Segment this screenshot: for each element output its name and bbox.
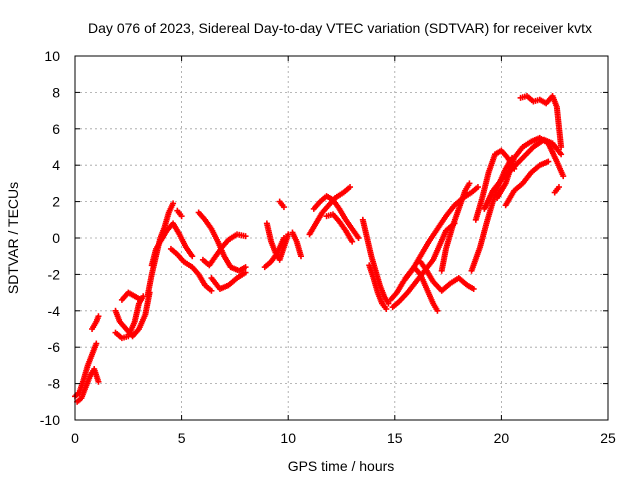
y-tick-label: 2 — [52, 194, 60, 210]
series-track-15 — [261, 235, 287, 271]
series-track-8 — [148, 220, 196, 269]
data-point — [170, 200, 177, 207]
data-point — [242, 233, 249, 240]
data-point — [285, 231, 292, 238]
data-point — [560, 173, 567, 180]
series-track-20 — [323, 211, 356, 245]
series-track-14 — [263, 220, 292, 263]
x-tick-label: 5 — [178, 430, 186, 446]
y-tick-label: 10 — [44, 48, 60, 64]
grid — [75, 56, 608, 420]
data-point — [347, 184, 354, 191]
series-track-9 — [167, 245, 215, 294]
series-track-24 — [389, 220, 458, 311]
y-tick-label: 8 — [52, 84, 60, 100]
data-point — [95, 313, 102, 320]
y-tick-label: 6 — [52, 121, 60, 137]
data-point — [470, 285, 477, 292]
y-tick-label: -4 — [48, 303, 61, 319]
data-point — [545, 158, 552, 165]
y-tick-label: -2 — [48, 266, 61, 282]
y-tick-label: 0 — [52, 230, 60, 246]
data-point — [349, 238, 356, 245]
series-track-26 — [417, 258, 477, 294]
series-track-2 — [74, 366, 102, 405]
data-point — [474, 184, 481, 191]
series-track-17 — [289, 229, 304, 260]
data-points — [72, 93, 567, 405]
series-track-10 — [174, 207, 185, 220]
y-tick-label: -6 — [48, 339, 61, 355]
series-track-31 — [494, 134, 567, 201]
x-tick-label: 0 — [71, 430, 79, 446]
series-track-25 — [402, 264, 441, 314]
series-track-11 — [195, 209, 249, 274]
data-point — [242, 264, 249, 271]
chart-title: Day 076 of 2023, Sidereal Day-to-day VTE… — [88, 20, 592, 36]
data-point — [434, 307, 441, 314]
data-point — [297, 253, 304, 260]
x-tick-label: 10 — [280, 430, 296, 446]
x-tick-label: 15 — [387, 430, 403, 446]
series-track-33 — [517, 93, 565, 150]
axis-ticks: 0 5 10 15 20 25 -10 -8 -6 -4 -2 0 2 4 6 8 10 — [40, 48, 616, 446]
x-axis-title: GPS time / hours — [288, 458, 395, 474]
data-point — [355, 235, 362, 241]
series-track-22 — [366, 262, 390, 312]
data-point — [466, 180, 473, 187]
data-point — [95, 378, 102, 385]
series-track-32 — [502, 158, 552, 209]
series-track-27 — [438, 180, 473, 274]
data-point — [385, 300, 392, 307]
series-track-3 — [89, 313, 102, 332]
series-track-28 — [468, 154, 516, 274]
data-point — [138, 296, 145, 303]
series-track-16 — [276, 198, 287, 211]
x-tick-label: 25 — [600, 430, 616, 446]
data-point — [242, 269, 249, 276]
data-point — [555, 184, 562, 191]
y-axis-title: SDTVAR / TECUs — [5, 182, 21, 294]
data-point — [280, 235, 287, 241]
y-tick-label: -10 — [40, 412, 60, 428]
data-point — [280, 204, 287, 211]
data-point — [558, 151, 565, 158]
series-track-6 — [118, 289, 145, 303]
series-track-34 — [551, 184, 562, 196]
series-track-13 — [208, 269, 249, 292]
series-track-12 — [199, 231, 249, 269]
data-point — [178, 213, 185, 220]
data-point — [558, 144, 565, 150]
data-point — [383, 305, 390, 312]
y-tick-label: 4 — [52, 157, 60, 173]
data-point — [189, 253, 196, 260]
data-point — [93, 340, 100, 347]
series-track-21 — [359, 216, 392, 307]
series-track-19 — [310, 193, 362, 241]
y-tick-label: -8 — [48, 376, 61, 392]
data-point — [208, 287, 215, 294]
x-tick-label: 20 — [494, 430, 510, 446]
